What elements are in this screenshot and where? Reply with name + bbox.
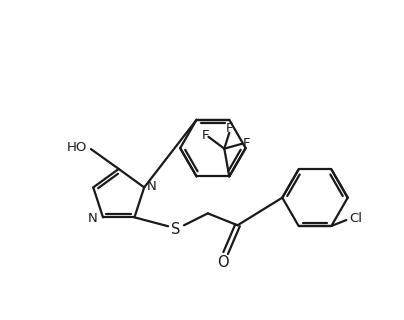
Text: HO: HO <box>67 140 87 154</box>
Text: F: F <box>225 122 233 135</box>
Text: S: S <box>171 222 181 237</box>
Text: N: N <box>88 212 98 225</box>
Text: Cl: Cl <box>349 212 363 225</box>
Text: F: F <box>202 129 209 142</box>
Text: N: N <box>147 180 157 193</box>
Text: O: O <box>217 255 229 270</box>
Text: F: F <box>242 137 250 150</box>
